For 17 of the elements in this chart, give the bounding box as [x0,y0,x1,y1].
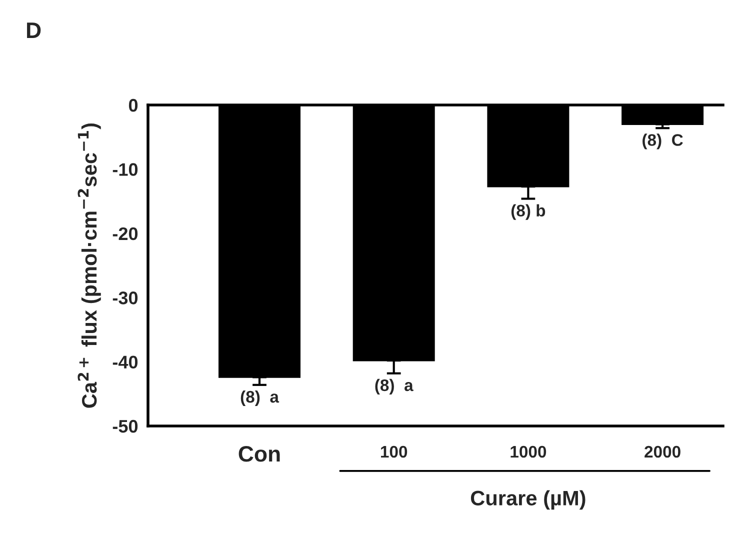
annotation: (8) a [375,378,414,394]
x-tick-label: 100 [381,446,408,458]
x-axis-title: Curare (µM) [470,490,586,510]
chart-title: D [27,22,41,38]
y-tick-label: -50 [112,420,138,433]
x-tick-label: Con [238,446,280,462]
x-tick-label: 2000 [644,446,680,458]
y-tick-label: 0 [128,98,138,112]
y-tick-label: -20 [112,227,138,240]
y-tick-label: -10 [112,163,138,176]
annotation: (8) a [240,390,280,406]
x-tick-label: 1000 [510,446,546,458]
y-tick-label: -40 [112,356,138,369]
y-tick-label: -30 [112,292,138,304]
annotation: (8) C [642,134,683,150]
annotation: (8) b [511,204,546,220]
y-axis-title: Ca$^{2+}$ flux (pmol·cm$^{−2}$sec$^{−1}$) [78,123,101,408]
